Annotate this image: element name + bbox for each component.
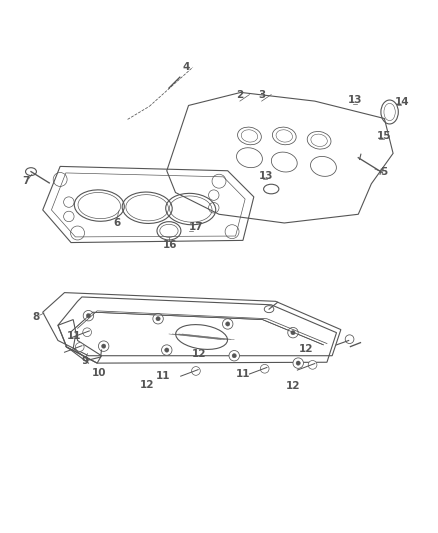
Text: 3: 3	[258, 91, 265, 100]
Text: 6: 6	[113, 218, 120, 228]
Circle shape	[291, 330, 295, 335]
Text: 2: 2	[236, 91, 244, 100]
Circle shape	[226, 322, 230, 326]
Text: 12: 12	[140, 380, 155, 390]
Circle shape	[260, 365, 269, 373]
Circle shape	[223, 319, 233, 329]
Text: 7: 7	[22, 176, 29, 186]
Circle shape	[102, 344, 106, 349]
Circle shape	[288, 327, 298, 338]
Text: 14: 14	[395, 97, 409, 107]
Text: 11: 11	[156, 371, 170, 381]
Text: 11: 11	[236, 369, 250, 379]
Circle shape	[296, 361, 300, 365]
Circle shape	[308, 360, 317, 369]
Text: 10: 10	[92, 368, 106, 378]
Text: 8: 8	[32, 312, 40, 322]
Circle shape	[191, 367, 200, 375]
Text: 12: 12	[192, 349, 207, 359]
Text: 9: 9	[81, 357, 88, 366]
Text: 15: 15	[377, 131, 392, 141]
Circle shape	[99, 341, 109, 351]
Circle shape	[165, 348, 169, 352]
Circle shape	[86, 313, 91, 318]
Text: 11: 11	[67, 331, 82, 341]
Circle shape	[156, 317, 160, 321]
Text: 13: 13	[347, 95, 362, 105]
Text: 13: 13	[258, 171, 273, 181]
Circle shape	[83, 310, 94, 321]
Circle shape	[232, 353, 237, 358]
Circle shape	[229, 351, 240, 361]
Text: 12: 12	[286, 381, 300, 391]
Text: 17: 17	[189, 222, 204, 232]
Circle shape	[83, 328, 92, 336]
Text: 4: 4	[183, 62, 190, 72]
Circle shape	[293, 358, 304, 368]
Text: 16: 16	[163, 240, 177, 250]
Text: 12: 12	[299, 344, 313, 354]
Circle shape	[75, 343, 84, 351]
Circle shape	[345, 335, 354, 344]
Circle shape	[162, 345, 172, 356]
Text: 5: 5	[380, 167, 387, 176]
Circle shape	[153, 313, 163, 324]
